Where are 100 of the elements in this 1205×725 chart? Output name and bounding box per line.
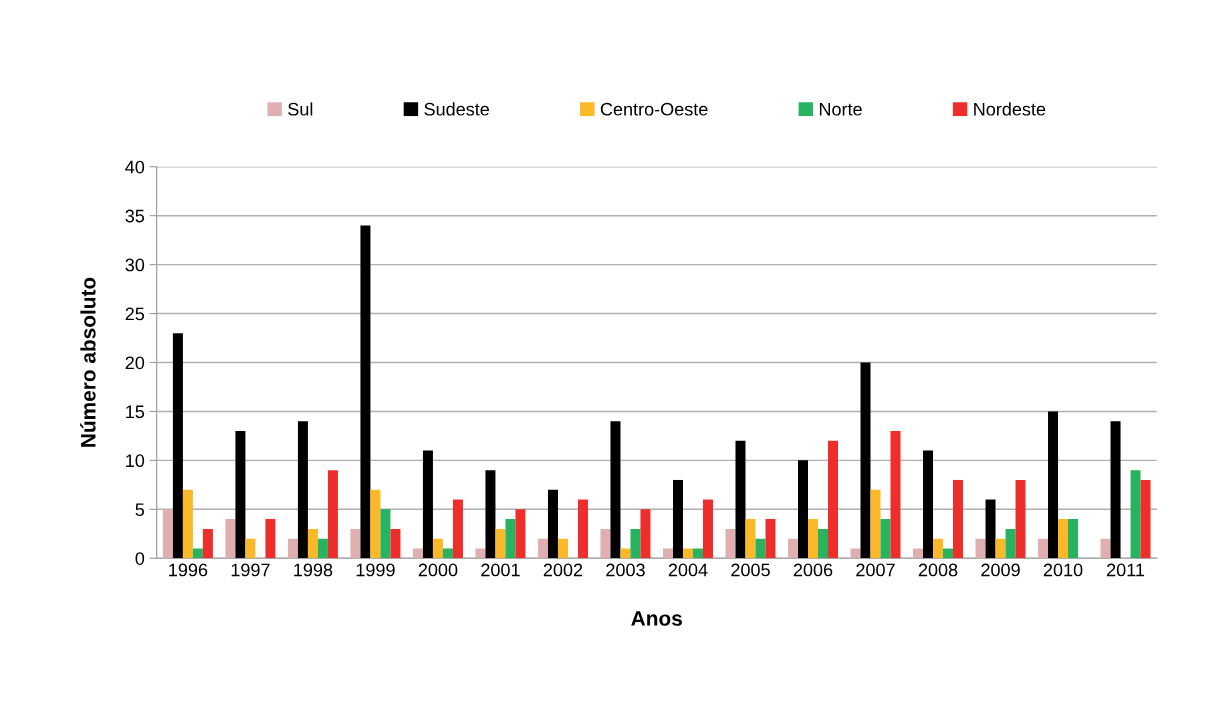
bar <box>1140 479 1151 559</box>
y-axis-title: Número absoluto <box>80 277 96 447</box>
bar <box>913 548 924 559</box>
bar <box>485 470 496 559</box>
legend-label: Norte <box>819 103 862 116</box>
bar <box>953 479 964 559</box>
bar <box>245 538 256 559</box>
x-tick-label: 2001 <box>481 563 520 577</box>
bar <box>317 538 328 559</box>
x-tick-label: 1997 <box>231 563 270 577</box>
bar <box>265 519 276 559</box>
bar <box>297 421 308 559</box>
bar <box>452 499 463 559</box>
bar <box>672 479 683 559</box>
bar <box>1100 538 1111 559</box>
bar <box>307 528 318 559</box>
bar <box>360 225 371 559</box>
bar <box>537 538 548 559</box>
bar <box>182 489 193 559</box>
bar <box>442 548 453 559</box>
bar <box>787 538 798 559</box>
bar <box>505 519 516 559</box>
y-tick-label: 10 <box>126 454 145 468</box>
bar <box>725 528 736 559</box>
bar <box>327 470 338 559</box>
bar <box>495 528 506 559</box>
x-tick-label: 2007 <box>856 563 895 577</box>
bar <box>818 528 828 559</box>
bar <box>620 548 631 559</box>
bar <box>870 489 881 559</box>
bar <box>225 519 236 559</box>
bar <box>692 548 703 559</box>
bar <box>860 362 871 559</box>
x-tick-label: 2003 <box>606 563 645 577</box>
bar <box>828 440 838 559</box>
bar <box>745 519 756 559</box>
bar <box>798 460 808 559</box>
bar <box>475 548 486 559</box>
y-tick-label: 35 <box>125 209 145 223</box>
y-tick-label: 30 <box>125 258 145 272</box>
bar <box>162 509 173 559</box>
x-tick-label: 2011 <box>1107 563 1145 577</box>
x-tick-label: 1999 <box>356 563 395 577</box>
bar <box>515 509 526 559</box>
bar <box>808 519 818 559</box>
x-tick-label: 2006 <box>793 563 833 577</box>
bar <box>600 528 611 559</box>
bar <box>975 538 986 559</box>
bar <box>985 499 996 559</box>
x-tick-label: 1998 <box>294 563 333 577</box>
bar <box>630 528 641 559</box>
legend-label: Sudeste <box>424 102 489 116</box>
bar <box>1015 479 1026 559</box>
x-tick-label: 2000 <box>418 563 458 577</box>
bar <box>850 548 861 559</box>
bar <box>412 548 423 559</box>
x-tick-label: 2004 <box>668 563 708 577</box>
x-tick-label: 2009 <box>981 563 1020 577</box>
bar <box>610 421 621 559</box>
y-tick-label: 15 <box>126 405 145 419</box>
bar <box>682 548 693 559</box>
bar <box>370 489 381 559</box>
bar <box>235 431 246 559</box>
bar <box>1005 528 1016 559</box>
x-tick-label: 1996 <box>169 563 208 577</box>
bar <box>943 548 954 559</box>
bar <box>390 528 401 559</box>
bar <box>702 499 713 559</box>
bar <box>765 519 776 559</box>
y-tick-label: 20 <box>125 356 145 370</box>
bar <box>735 440 746 559</box>
bar <box>1038 538 1049 559</box>
x-tick-label: 2010 <box>1043 563 1083 577</box>
y-tick-label: 25 <box>125 307 145 321</box>
bar <box>662 548 673 559</box>
bar <box>422 450 433 559</box>
bar <box>1058 519 1069 559</box>
legend-label: Centro-Oeste <box>600 102 708 116</box>
y-tick-label: 0 <box>135 552 145 565</box>
bar <box>350 528 361 559</box>
bar <box>1048 411 1059 559</box>
bar <box>172 333 183 559</box>
bar <box>557 538 568 559</box>
bar <box>1110 421 1121 559</box>
bar <box>547 489 558 559</box>
bar <box>933 538 944 559</box>
bar <box>287 538 298 559</box>
bar <box>432 538 443 559</box>
bar <box>995 538 1006 559</box>
bar <box>880 519 891 559</box>
x-tick-label: 2005 <box>731 563 770 577</box>
bar <box>1068 519 1079 559</box>
y-tick-label: 5 <box>135 503 145 517</box>
bar <box>380 509 391 559</box>
x-tick-label: 2002 <box>543 563 583 577</box>
bar <box>640 509 651 559</box>
bar <box>755 538 766 559</box>
legend-label: Sul <box>288 102 313 116</box>
x-tick-label: 2008 <box>918 563 958 577</box>
x-axis-title: Anos <box>631 611 682 626</box>
